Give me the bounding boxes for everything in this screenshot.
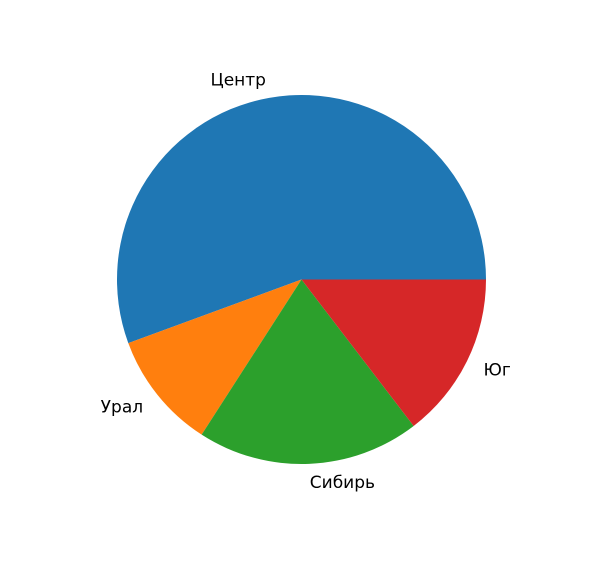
pie-slice-label-1: Урал [101,397,143,417]
pie-slice-1 [128,279,302,435]
pie-slice-label-2: Сибирь [310,473,375,493]
pie-slice-0 [116,95,486,344]
pie-slice-label-0: Центр [211,71,266,91]
pie-slice-3 [301,279,486,426]
pie-slice-2 [201,279,414,464]
pie-slice-label-3: Юг [483,360,510,380]
